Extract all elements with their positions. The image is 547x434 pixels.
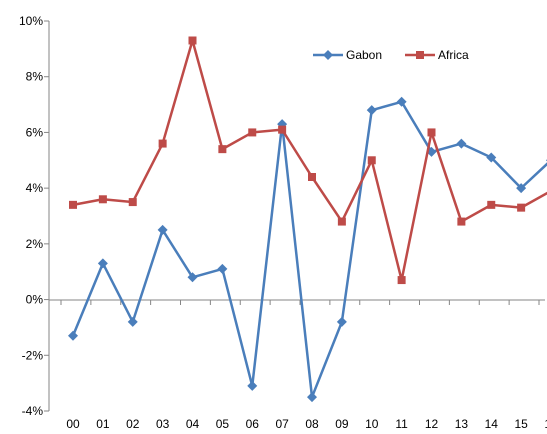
data-point (486, 152, 497, 163)
y-tick-label: -4% (22, 404, 44, 418)
data-point (367, 156, 376, 165)
data-point (336, 316, 347, 327)
y-tick-label: 6% (26, 125, 44, 139)
x-axis: 00 01 02 03 04 05 06 07 08 09 10 11 12 13 14 15 16 (49, 299, 547, 431)
y-tick-label: 0% (26, 293, 44, 307)
x-tick-label: 11 (395, 417, 408, 431)
x-tick-label: 00 (66, 417, 80, 431)
x-tick-label: 07 (275, 417, 289, 431)
data-point (366, 105, 377, 116)
data-point (158, 139, 167, 148)
legend-marker (416, 51, 424, 59)
x-tick-label: 05 (216, 417, 230, 431)
legend-label: Gabon (346, 48, 382, 62)
series-line-africa (72, 39, 547, 282)
data-point (217, 263, 228, 274)
series-layer (68, 36, 547, 403)
data-point (127, 316, 138, 327)
data-point (457, 217, 466, 226)
data-point (187, 272, 198, 283)
data-point (307, 392, 317, 403)
data-point (188, 36, 197, 45)
series-line-gabon (71, 100, 547, 399)
x-tick-label: 03 (156, 417, 170, 431)
legend-marker (323, 50, 333, 60)
series-gabon (68, 96, 547, 403)
x-tick-label: 14 (485, 417, 499, 431)
y-tick-label: 10% (19, 14, 43, 28)
x-tick-label: 12 (425, 417, 439, 431)
x-tick-label: 13 (455, 417, 469, 431)
series-africa (69, 36, 547, 285)
data-point (337, 217, 346, 226)
data-point (456, 138, 467, 149)
legend-item-gabon: Gabon (313, 48, 382, 62)
data-point (308, 173, 316, 181)
data-point (397, 276, 406, 285)
legend: Gabon Africa (313, 48, 469, 62)
data-point (68, 330, 78, 341)
y-tick-label: 2% (26, 237, 44, 251)
data-point (517, 203, 526, 212)
x-tick-label: 02 (126, 417, 140, 431)
data-point (97, 258, 108, 269)
legend-item-africa: Africa (405, 48, 469, 62)
x-tick-label: 01 (96, 417, 110, 431)
x-tick-label: 06 (246, 417, 260, 431)
x-tick-label: 04 (186, 417, 200, 431)
data-point (427, 128, 436, 137)
y-tick-label: -2% (22, 348, 44, 362)
data-point (487, 200, 496, 209)
data-point (247, 380, 258, 391)
y-axis: -4% -2% 0% 2% 4% 6% 8% 10% (19, 14, 50, 418)
x-tick-label: 08 (305, 417, 319, 431)
data-point (157, 224, 168, 235)
data-point (218, 145, 227, 154)
x-tick-label: 16 (544, 417, 547, 431)
y-tick-label: 8% (26, 70, 44, 84)
data-point (69, 200, 77, 209)
legend-label: Africa (438, 48, 469, 62)
data-point (128, 198, 137, 207)
data-point (516, 183, 527, 194)
data-point (278, 125, 287, 134)
x-tick-label: 10 (365, 417, 379, 431)
x-tick-label: 09 (335, 417, 349, 431)
data-point (396, 96, 407, 107)
x-tick-label: 15 (514, 417, 528, 431)
data-point (248, 128, 257, 137)
y-tick-label: 4% (26, 181, 44, 195)
data-point (98, 195, 107, 204)
